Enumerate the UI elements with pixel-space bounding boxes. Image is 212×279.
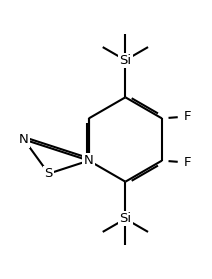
Text: Si: Si xyxy=(119,212,131,225)
Text: F: F xyxy=(184,156,191,169)
Text: Si: Si xyxy=(119,54,131,67)
Text: N: N xyxy=(84,154,94,167)
Text: F: F xyxy=(184,110,191,123)
Text: S: S xyxy=(45,167,53,180)
Text: N: N xyxy=(19,133,29,146)
